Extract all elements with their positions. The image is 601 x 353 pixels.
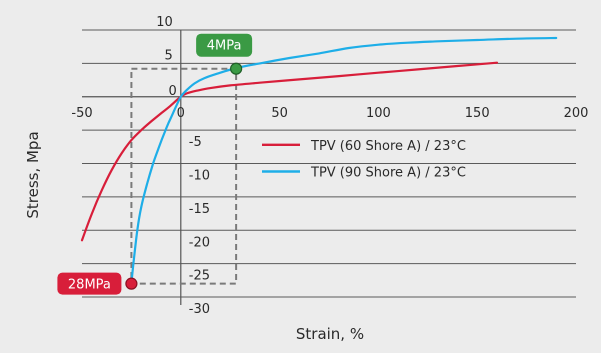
callout-4mpa-marker (230, 62, 243, 75)
y-tick-label: -25 (189, 269, 210, 284)
y-tick-label: 0 (169, 84, 177, 99)
callout-4mpa-label: 4MPa (207, 39, 242, 54)
series-lines (80, 36, 558, 285)
x-axis-title: Strain, % (296, 325, 364, 343)
x-tick-label: -50 (71, 106, 92, 121)
axes (82, 30, 576, 305)
grid-lines (82, 29, 576, 298)
annotations: 4MPa 28MPa (57, 33, 253, 295)
y-tick-label: 5 (165, 48, 173, 63)
y-tick-label: -5 (189, 135, 202, 150)
legend-label: TPV (90 Shore A) / 23°C (310, 166, 466, 181)
reference-box (130, 67, 238, 285)
x-tick-label: 50 (271, 106, 288, 121)
callout-4mpa-badge (196, 33, 253, 57)
y-tick-label: -30 (189, 302, 210, 317)
x-tick-label: 150 (465, 106, 490, 121)
series-line-tpv-90-shore-a (130, 36, 558, 285)
y-tick-label: 10 (156, 15, 173, 30)
y-axis-title: Stress, Mpa (24, 131, 42, 218)
legend-label: TPV (60 Shore A) / 23°C (310, 139, 466, 154)
callout-28mpa-label: 28MPa (68, 278, 111, 293)
legend: TPV (60 Shore A) / 23°C TPV (90 Shore A) … (262, 139, 466, 181)
x-tick-label: 200 (564, 106, 589, 121)
y-tick-label: -20 (189, 235, 210, 250)
x-tick-label: 0 (177, 106, 185, 121)
callout-28mpa-marker (125, 277, 138, 290)
y-tick-label: -15 (189, 202, 210, 217)
y-tick-label: -10 (189, 169, 210, 184)
callout-28mpa-badge (57, 272, 122, 295)
x-tick-label: 100 (366, 106, 391, 121)
reference-dashed-box (130, 67, 238, 285)
